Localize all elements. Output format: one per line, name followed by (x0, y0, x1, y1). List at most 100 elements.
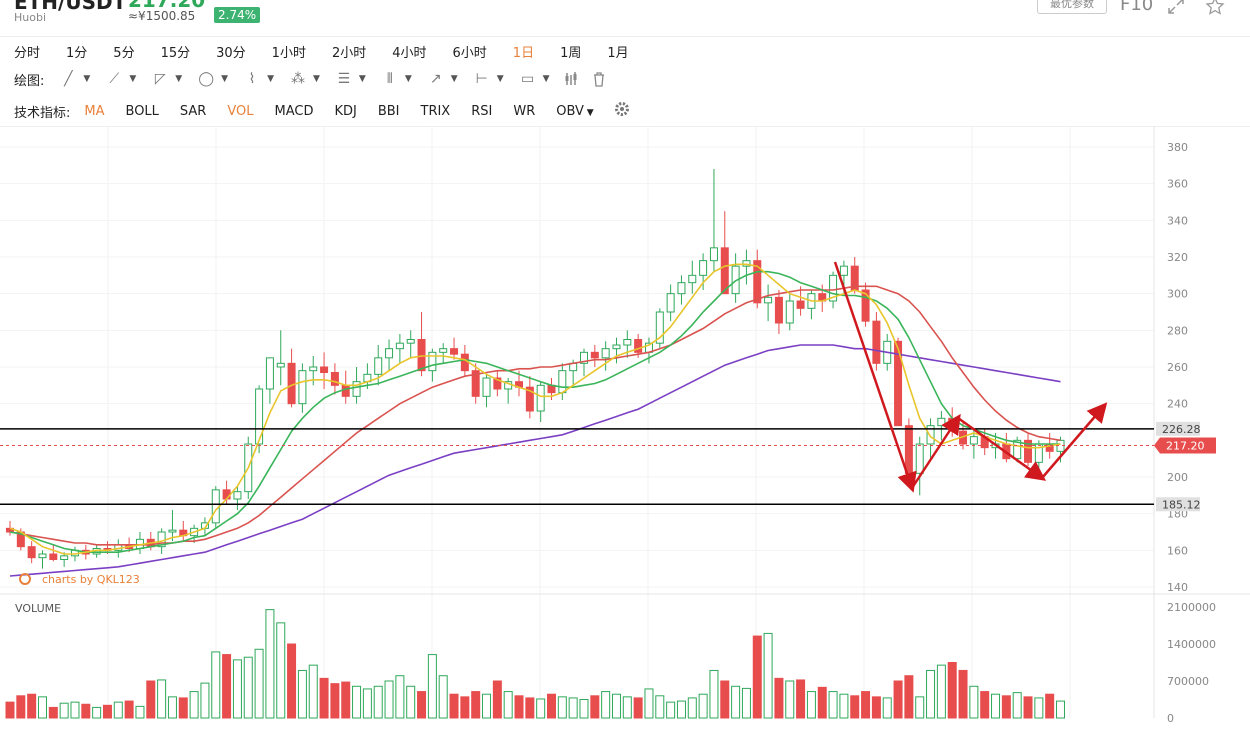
gear-icon[interactable] (614, 101, 630, 121)
circle-tool-icon: ◯ (198, 71, 214, 87)
annotation-arrow[interactable] (1041, 402, 1108, 479)
star-icon[interactable] (1205, 0, 1225, 16)
timeframe-8[interactable]: 6小时 (452, 45, 487, 61)
candle-up (579, 351, 588, 364)
timeframe-5[interactable]: 1小时 (271, 45, 306, 61)
volume-bar (806, 691, 816, 719)
candle-up (655, 311, 664, 344)
volume-bar (297, 669, 307, 719)
volume-bar (460, 696, 470, 719)
timeframe-bar: 分时 1分 5分 15分 30分 1小时 2小时 4小时 6小时 1日 1周 1月 (0, 36, 1250, 66)
chevron-down-icon: ▼ (313, 74, 320, 84)
timeframe-1[interactable]: 1分 (66, 45, 88, 61)
annotation-arrow[interactable] (833, 261, 917, 493)
timeframe-4[interactable]: 30分 (216, 45, 246, 61)
y-tick-label: 360 (1167, 178, 1188, 191)
indicator-vol[interactable]: VOL (227, 103, 254, 119)
timeframe-0[interactable]: 分时 (14, 45, 41, 61)
chevron-down-icon: ▼ (83, 74, 91, 84)
timeframe-10[interactable]: 1周 (560, 45, 582, 61)
ray-tool-button[interactable]: ⟋ ▼ (104, 71, 136, 87)
indicator-macd[interactable]: MACD (274, 103, 314, 119)
volume-bar (449, 693, 459, 719)
candle-up (298, 370, 307, 405)
comment-tool-button[interactable]: ▭ ▼ (518, 71, 550, 87)
comment-tool-icon: ▭ (520, 71, 535, 87)
timeframe-3[interactable]: 15分 (160, 45, 191, 61)
indicator-kdj[interactable]: KDJ (334, 103, 357, 119)
candle-down (590, 351, 599, 359)
pair-title: ETH/USDT (14, 0, 127, 14)
volume-bar (352, 685, 362, 719)
annotation-arrow[interactable] (957, 416, 1047, 481)
f10-button[interactable]: F10 (1120, 0, 1154, 15)
candle-up (60, 555, 69, 561)
volume-bar (232, 659, 242, 719)
gann-tool-icon: ⦀ (386, 71, 393, 87)
volume-bar (157, 679, 167, 719)
indicator-wr[interactable]: WR (513, 103, 536, 119)
indicator-boll[interactable]: BOLL (125, 103, 159, 119)
volume-bar (785, 680, 795, 719)
volume-bar (427, 654, 437, 719)
candle-down (861, 289, 870, 322)
volume-bar (547, 693, 556, 719)
volume-bar (200, 682, 210, 719)
cny-price: ≈¥1500.85 (128, 9, 196, 23)
indicator-trix[interactable]: TRIX (420, 103, 451, 119)
arrow-tool-button[interactable]: ↗ ▼ (426, 71, 458, 87)
circle-tool-button[interactable]: ◯ ▼ (196, 71, 228, 87)
angle-tool-button[interactable]: ◸ ▼ (150, 71, 182, 87)
indicator-ma[interactable]: MA (84, 103, 105, 119)
timeframe-6[interactable]: 2小时 (331, 45, 367, 61)
optimal-params-button[interactable]: 最优参数 (1037, 0, 1107, 14)
candle-up (688, 274, 697, 284)
volume-bar (893, 680, 903, 719)
indicator-bbi[interactable]: BBI (377, 103, 400, 119)
change-badge: 2.74% (214, 7, 261, 23)
candles-tool-icon[interactable] (564, 71, 578, 87)
volume-bar (330, 683, 340, 719)
volume-bar (752, 635, 762, 719)
volume-bar (828, 691, 838, 719)
indicator-obv[interactable]: OBV ▼ (556, 103, 594, 119)
timeframe-2[interactable]: 5分 (113, 45, 135, 61)
price-chart[interactable]: 380360340320300280260240200180160140226.… (0, 126, 1250, 730)
candle-up (839, 265, 848, 276)
trash-icon[interactable] (592, 71, 606, 87)
volume-bar (774, 677, 784, 719)
candle-down (330, 372, 339, 386)
candle-up (764, 296, 773, 304)
fullscreen-icon[interactable] (1166, 0, 1186, 16)
gann-tool-button[interactable]: ⦀ ▼ (380, 71, 412, 87)
timeframe-11[interactable]: 1月 (607, 45, 629, 61)
line-tool-button[interactable]: ╱ ▼ (58, 71, 90, 87)
timeframe-7[interactable]: 4小时 (392, 45, 427, 61)
pattern-tool-button[interactable]: ⁂ ▼ (288, 71, 320, 87)
annotation-arrow[interactable] (910, 413, 961, 489)
indicator-sar[interactable]: SAR (179, 103, 207, 119)
indicator-rsi[interactable]: RSI (471, 103, 493, 119)
support-label: 185.12 (1162, 498, 1201, 511)
fibonacci-tool-button[interactable]: ☰ ▼ (334, 71, 366, 87)
volume-tick-label: 2100000 (1167, 601, 1216, 614)
candle-down (753, 260, 762, 304)
volume-bar (5, 701, 15, 719)
y-tick-label: 300 (1167, 288, 1188, 301)
volume-bar (817, 686, 827, 719)
indicator-label: 技术指标: (14, 105, 71, 121)
volume-bar (27, 693, 37, 719)
volume-bar (471, 691, 481, 719)
path-tool-button[interactable]: ⌇ ▼ (242, 71, 274, 87)
volume-bar (92, 706, 102, 719)
timeframe-9[interactable]: 1日 (512, 45, 535, 61)
volume-bar (655, 695, 665, 719)
ray-tool-icon: ⟋ (109, 71, 120, 87)
volume-bar (81, 703, 91, 719)
volume-bar (373, 685, 383, 719)
range-tool-button[interactable]: ⊢ ▼ (472, 71, 504, 87)
volume-bar (319, 677, 329, 719)
current-price-label: 217.20 (1166, 439, 1205, 452)
volume-bar (915, 696, 925, 719)
volume-bar (926, 669, 936, 719)
